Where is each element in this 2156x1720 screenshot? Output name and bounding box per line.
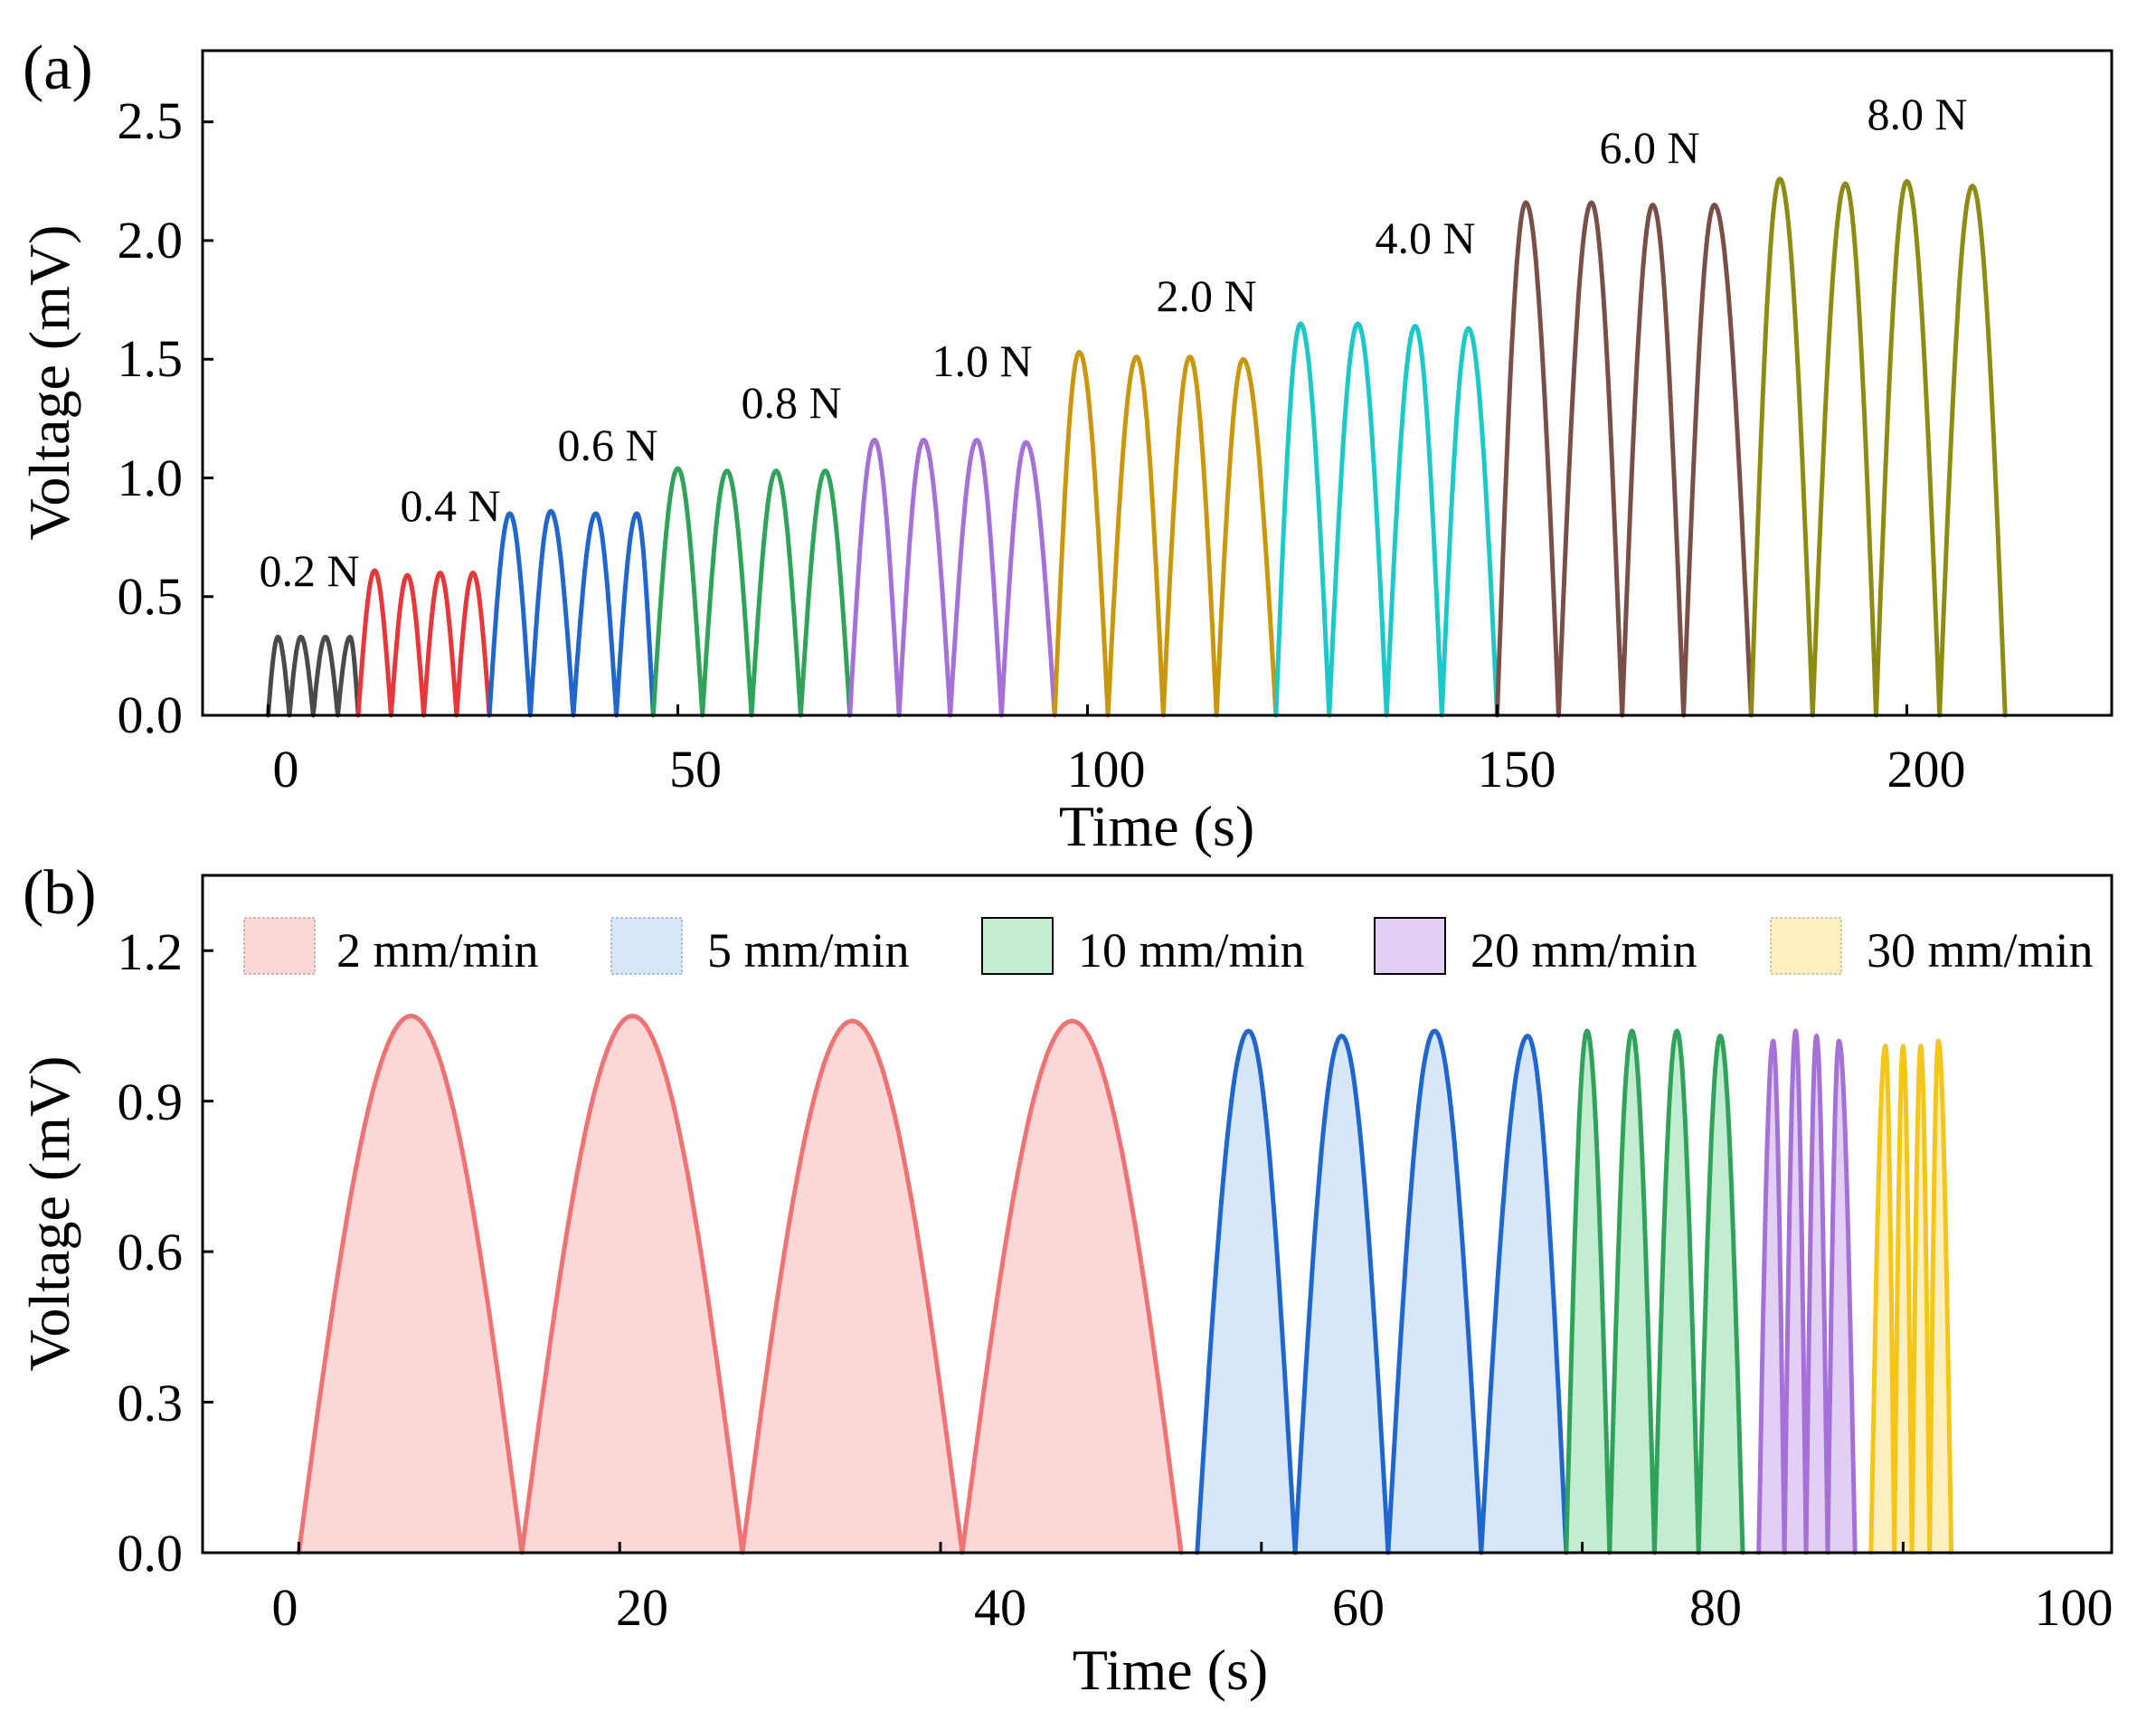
panel-b-x-tick-label: 100 — [2035, 1578, 2113, 1637]
force-label-0-4n: 0.4 N — [400, 480, 500, 531]
panel-a-letter: (a) — [23, 33, 93, 103]
panel-b-x-tick-label: 80 — [1689, 1578, 1742, 1637]
series-line-0-8-n — [650, 466, 853, 718]
panel-b-legend: 2 mm/min 5 mm/min 10 mm/min 20 mm/min 30… — [243, 917, 2094, 978]
panel-a-y-tick-label: 0.0 — [118, 685, 184, 744]
panel-b-ticks-group — [203, 949, 1905, 1555]
panel-a-x-tick-label: 200 — [1887, 740, 1966, 799]
legend-swatch — [610, 917, 683, 975]
panel-b-y-tick-labels: 0.0 0.3 0.6 0.9 1.2 — [118, 922, 184, 1583]
panel-b-y-axis-title: Voltage (mV) — [17, 1056, 81, 1372]
panel-a-x-axis-title: Time (s) — [1059, 794, 1254, 858]
legend-entry-5mm-min: 5 mm/min — [610, 917, 910, 978]
legend-swatch — [1770, 917, 1842, 975]
panel-b-y-tick-label: 0.6 — [118, 1223, 184, 1281]
legend-entry-2mm-min: 2 mm/min — [243, 917, 539, 978]
series-line-0-4-n — [355, 568, 492, 718]
panel-a-y-tick-label: 1.5 — [118, 329, 184, 388]
panel-a-ticks-group — [203, 120, 1908, 717]
panel-a-force-labels: 0.2 N 0.4 N 0.6 N 0.8 N 1.0 N 2.0 N 4.0 … — [259, 89, 1967, 596]
series-line-4-0-n — [1273, 321, 1499, 718]
panel-a-series-group — [266, 176, 2008, 718]
legend-swatch — [243, 917, 316, 975]
legend-label: 5 mm/min — [707, 923, 910, 978]
series-line-6-0-n — [1495, 200, 1754, 718]
panel-a-y-tick-label: 1.0 — [118, 449, 184, 507]
panel-b: (b) 0 20 40 60 80 100 0.0 0.3 0.6 0.9 1.… — [17, 858, 2113, 1702]
panel-a-x-tick-label: 100 — [1067, 740, 1146, 799]
legend-label: 2 mm/min — [336, 923, 539, 978]
panel-b-series-group — [296, 1013, 1954, 1555]
panel-a: (a) 0 50 100 150 200 0.0 0.5 1.0 1.5 2.0… — [17, 33, 2113, 858]
panel-a-x-tick-label: 0 — [273, 740, 299, 799]
legend-swatch — [1374, 917, 1446, 975]
series-line-0-6-n — [487, 508, 656, 718]
panel-b-plot-frame — [201, 874, 2113, 1555]
legend-entry-30mm-min: 30 mm/min — [1770, 917, 2094, 978]
legend-entry-10mm-min: 10 mm/min — [981, 917, 1305, 978]
force-label-0-8n: 0.8 N — [741, 377, 841, 428]
panel-a-y-tick-label: 0.5 — [118, 567, 184, 626]
series-area-2-mm-min — [298, 1016, 1182, 1553]
force-label-8-0n: 8.0 N — [1867, 89, 1967, 139]
panel-a-y-tick-label: 2.0 — [118, 211, 184, 269]
panel-b-x-tick-label: 20 — [616, 1578, 668, 1637]
panel-a-x-tick-label: 150 — [1478, 740, 1556, 799]
panel-a-y-tick-labels: 0.0 0.5 1.0 1.5 2.0 2.5 — [118, 91, 184, 744]
panel-b-x-tick-label: 0 — [272, 1578, 298, 1637]
legend-label: 20 mm/min — [1470, 923, 1697, 978]
series-line-1-0-n — [847, 438, 1057, 718]
force-label-4-0n: 4.0 N — [1375, 213, 1475, 263]
panel-a-x-tick-labels: 0 50 100 150 200 — [273, 740, 1966, 799]
force-label-0-6n: 0.6 N — [557, 420, 657, 470]
series-line-2-0-n — [1052, 349, 1279, 718]
series-line-8-0-n — [1748, 176, 2008, 718]
panel-b-letter: (b) — [23, 858, 97, 928]
force-label-6-0n: 6.0 N — [1599, 122, 1699, 173]
panel-b-x-tick-label: 40 — [974, 1578, 1026, 1637]
panel-b-x-tick-labels: 0 20 40 60 80 100 — [272, 1578, 2113, 1637]
panel-b-y-tick-label: 0.9 — [118, 1073, 184, 1131]
legend-swatch — [981, 917, 1054, 975]
panel-a-y-tick-label: 2.5 — [118, 91, 184, 150]
panel-a-y-axis-title: Voltage (mV) — [17, 225, 81, 541]
legend-label: 10 mm/min — [1078, 923, 1305, 978]
panel-b-x-tick-label: 60 — [1332, 1578, 1385, 1637]
panel-b-y-tick-label: 0.0 — [118, 1524, 184, 1583]
force-label-0-2n: 0.2 N — [259, 545, 359, 596]
force-label-2-0n: 2.0 N — [1156, 270, 1256, 321]
panel-b-x-axis-title: Time (s) — [1073, 1638, 1268, 1702]
panel-b-y-tick-label: 1.2 — [118, 922, 184, 981]
legend-entry-20mm-min: 20 mm/min — [1374, 917, 1697, 978]
series-line-0-2-n — [266, 634, 361, 718]
panel-b-y-tick-label: 0.3 — [118, 1374, 184, 1432]
panel-a-x-tick-label: 50 — [669, 740, 722, 799]
panel-a-plot-frame — [201, 49, 2113, 717]
force-label-1-0n: 1.0 N — [931, 335, 1032, 386]
legend-label: 30 mm/min — [1867, 923, 2094, 978]
